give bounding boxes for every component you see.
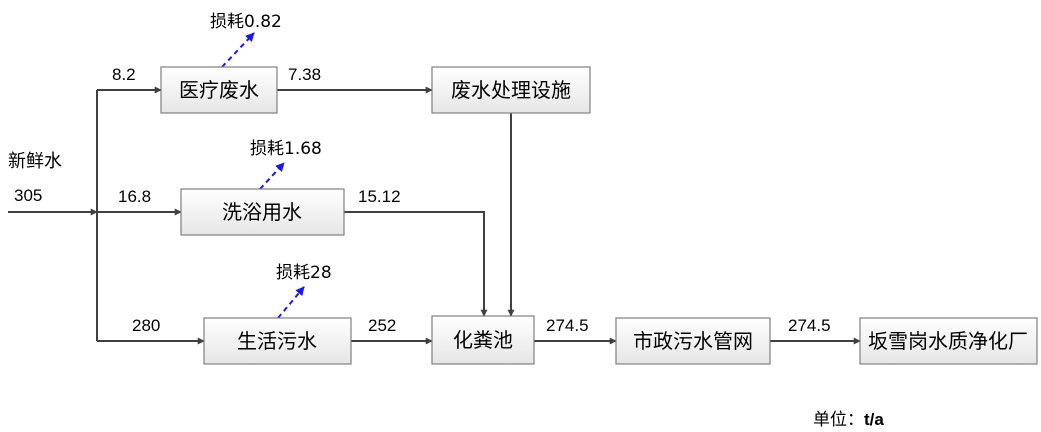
unit-prefix: 单位： [813, 410, 864, 430]
node-plant: 坂雪岗水质净化厂 [859, 317, 1038, 365]
bath-loss-arrow [259, 162, 285, 190]
node-domestic: 生活污水 [203, 317, 352, 365]
domestic-loss-arrow [277, 286, 305, 319]
flow-bath-out: 15.12 [358, 187, 401, 206]
node-network: 市政污水管网 [615, 317, 771, 365]
bath-to-septic-line [344, 211, 488, 317]
flow-septic-out: 274.5 [546, 316, 589, 335]
source-value: 305 [14, 186, 42, 205]
node-septic-label: 化粪池 [453, 328, 513, 352]
loss-domestic-label: 损耗28 [276, 263, 332, 283]
flow-to-bath: 16.8 [118, 187, 151, 206]
unit-label: 单位：t/a [813, 410, 884, 430]
node-septic: 化粪池 [431, 315, 535, 365]
flow-to-medical: 8.2 [112, 65, 136, 84]
source-label: 新鲜水 [8, 151, 62, 172]
unit-value: t/a [864, 410, 884, 429]
loss-medical-label: 损耗0.82 [210, 12, 282, 32]
node-treatment: 废水处理设施 [431, 66, 591, 114]
loss-bath-label: 损耗1.68 [250, 139, 322, 159]
flow-network-out: 274.5 [788, 316, 831, 335]
node-medical: 医疗废水 [160, 66, 278, 114]
flow-medical-out: 7.38 [288, 65, 321, 84]
node-plant-label: 坂雪岗水质净化厂 [868, 329, 1028, 353]
node-medical-label: 医疗废水 [179, 78, 259, 102]
node-domestic-label: 生活污水 [237, 329, 317, 353]
flow-domestic-out: 252 [368, 316, 396, 335]
node-bath-label: 洗浴用水 [222, 200, 302, 224]
node-treatment-label: 废水处理设施 [451, 78, 571, 102]
node-bath: 洗浴用水 [180, 188, 345, 236]
node-network-label: 市政污水管网 [633, 329, 753, 353]
flow-to-domestic: 280 [132, 316, 160, 335]
medical-loss-arrow [221, 32, 255, 68]
